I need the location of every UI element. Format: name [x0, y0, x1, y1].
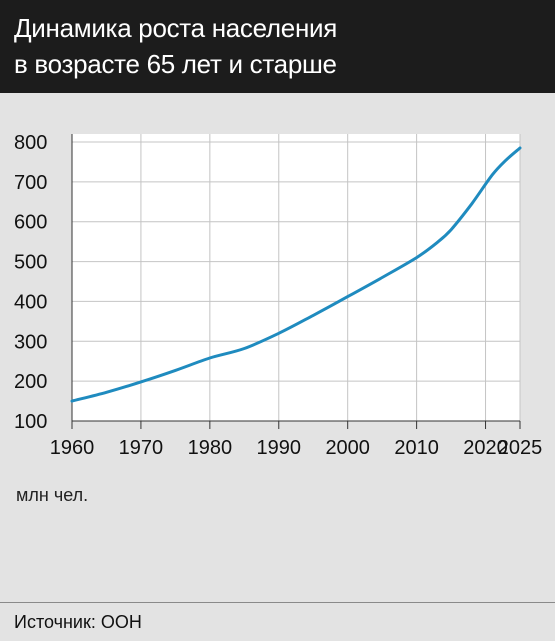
x-tick-label-2010: 2010 [394, 437, 439, 459]
line-chart: 100 200 300 400 500 600 700 800 1960 1970 1980 1990… [14, 132, 543, 459]
y-tick-label-500: 500 [14, 252, 47, 274]
x-tick-label-1970: 1970 [119, 437, 164, 459]
plot-background [72, 134, 520, 421]
y-tick-label-800: 800 [14, 132, 47, 154]
y-tick-label-200: 200 [14, 371, 47, 393]
series-line-0 [70, 146, 522, 403]
y-tick-label-600: 600 [14, 212, 47, 234]
chart-title-line-2: в возрасте 65 лет и старше [14, 49, 337, 79]
x-tick-label-2020: 2020 [463, 437, 508, 459]
x-tick-label-1980: 1980 [188, 437, 233, 459]
chart-area: 100 200 300 400 500 600 700 800 1960 1970 1980 1990… [0, 93, 555, 593]
y-tick-label-400: 400 [14, 291, 47, 313]
chart-header: Динамика роста населения в возрасте 65 л… [0, 0, 555, 93]
y-tick-label-700: 700 [14, 172, 47, 194]
x-tick-label-2000: 2000 [325, 437, 370, 459]
x-tick-label-1990: 1990 [257, 437, 302, 459]
footer-divider [0, 602, 555, 603]
unit-label: млн чел. [16, 485, 89, 505]
y-tick-label-300: 300 [14, 331, 47, 353]
source-note: Источник: ООН [14, 612, 142, 632]
x-tick-label-2025: 2025 [498, 437, 543, 459]
chart-title-line-1: Динамика роста населения [14, 13, 338, 43]
x-tick-label-1960: 1960 [50, 437, 95, 459]
y-tick-label-100: 100 [14, 411, 47, 433]
